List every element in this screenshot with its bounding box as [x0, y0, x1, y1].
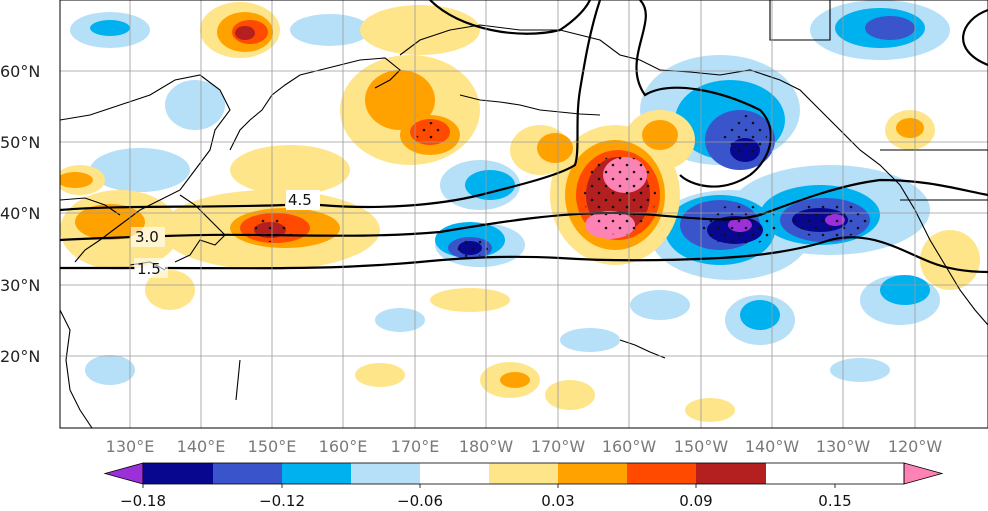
- longitude-labels: 130°E 140°E 150°E 160°E 170°E 180°W 170°…: [106, 437, 943, 456]
- colorbar-tick-label: −0.18: [120, 492, 166, 510]
- graticule: [60, 0, 988, 428]
- lon-label-130w: 130°W: [816, 437, 871, 456]
- colorbar: −0.18 −0.12 −0.06 0.03 0.09 0.15: [103, 462, 944, 510]
- colorbar-frame: [142, 462, 905, 485]
- map-panel: 4.5 3.0 1.5: [59, 0, 988, 429]
- lon-label-160w: 160°W: [602, 437, 657, 456]
- lon-label-140w: 140°W: [745, 437, 800, 456]
- colorbar-tick-label: 0.15: [818, 492, 851, 510]
- coastlines: [60, 0, 988, 428]
- contour-4-5-east: [635, 0, 772, 188]
- lon-label-120w: 120°W: [888, 437, 943, 456]
- lat-label-60n: 60°N: [0, 62, 40, 81]
- contour-northeast: [429, 0, 591, 35]
- colorbar-tick-label: −0.12: [259, 492, 305, 510]
- colorbar-max-arrow: [903, 462, 944, 485]
- contour-label-3-0: 3.0: [135, 228, 159, 246]
- colorbar-swatch-1: [143, 463, 213, 484]
- lon-label-180w: 180°W: [459, 437, 514, 456]
- latitude-labels: 60°N 50°N 40°N 30°N 20°N: [0, 62, 40, 366]
- colorbar-swatch-8: [627, 463, 696, 484]
- lon-label-170w: 170°W: [531, 437, 586, 456]
- lon-label-150e: 150°E: [248, 437, 297, 456]
- colorbar-tick-labels: −0.18 −0.12 −0.06 0.03 0.09 0.15: [120, 492, 852, 510]
- anomaly-field: 4.5 3.0 1.5: [60, 0, 988, 428]
- contour-labels: 4.5 3.0 1.5: [131, 190, 320, 278]
- lat-label-50n: 50°N: [0, 133, 40, 152]
- colorbar-tick-label: 0.09: [679, 492, 712, 510]
- lat-label-40n: 40°N: [0, 204, 40, 223]
- colorbar-tick-label: 0.03: [541, 492, 574, 510]
- lon-label-130e: 130°E: [106, 437, 155, 456]
- colorbar-swatch-3: [282, 463, 351, 484]
- contour-label-1-5: 1.5: [137, 260, 161, 278]
- lat-label-30n: 30°N: [0, 276, 40, 295]
- colorbar-swatch-4: [351, 463, 420, 484]
- contour-4-5-west: [60, 0, 602, 212]
- colorbar-tick-marks: [142, 484, 836, 488]
- lon-label-150w: 150°W: [674, 437, 729, 456]
- colorbar-swatch-5: [420, 463, 489, 484]
- lon-label-170e: 170°E: [391, 437, 440, 456]
- climatology-contours: [60, 0, 988, 274]
- lon-label-140e: 140°E: [177, 437, 226, 456]
- colorbar-min-arrow: [103, 462, 144, 485]
- colorbar-swatch-9: [696, 463, 766, 484]
- map-frame: [59, 0, 988, 429]
- contour-3-0: [60, 178, 988, 242]
- contour-label-4-5: 4.5: [288, 191, 312, 209]
- lat-label-20n: 20°N: [0, 347, 40, 366]
- contour-north: [962, 8, 988, 67]
- colorbar-swatch-2: [213, 463, 282, 484]
- colorbar-tick-label: −0.06: [397, 492, 443, 510]
- colorbar-swatch-6: [489, 463, 558, 484]
- colorbar-swatch-7: [558, 463, 627, 484]
- lon-label-160e: 160°E: [319, 437, 368, 456]
